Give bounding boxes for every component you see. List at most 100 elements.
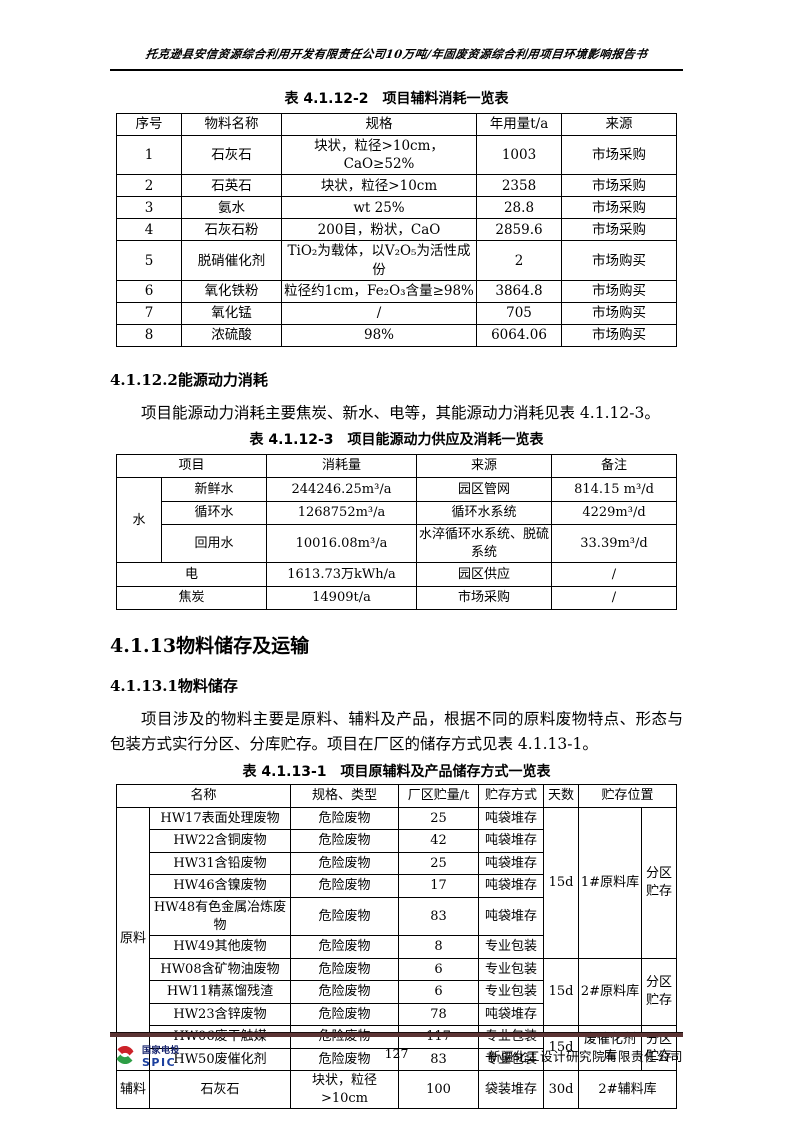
table-cell: 3	[116, 196, 182, 220]
table-cell: HW08含矿物油废物	[148, 957, 292, 982]
table-row: 6 氧化铁粉 粒径约1cm，Fe₂O₃含量≥98% 3864.8 市场购买	[116, 279, 677, 303]
energy-supply-table-title: 表 4.1.12-3 项目能源动力供应及消耗一览表	[249, 431, 544, 448]
table-cell: 705	[476, 301, 562, 325]
table-cell: 市场购买	[561, 301, 677, 325]
table-cell: 7	[116, 301, 182, 325]
footer-company-name: 新疆化工设计研究院有限责任公司	[487, 1049, 683, 1064]
table-cell: 6064.06	[476, 323, 562, 347]
energy-supply-consumption-table: 项目 消耗量 来源 备注水新鲜水 244246.25m³/a 园区管网 814.15 m³/…	[115, 453, 677, 611]
table-cell: 吨袋堆存	[478, 851, 544, 876]
table-cell: HW46含镍废物	[148, 874, 292, 898]
table-cell: 1268752m³/a	[266, 500, 417, 526]
paragraph-storage-intro: 项目涉及的物料主要是原料、辅料及产品，根据不同的原料废物特点、形态与包装方式实行…	[110, 710, 683, 754]
table-cell: HW50废催化剂	[148, 1047, 292, 1072]
table-header-cell: 厂区贮量/t	[398, 784, 479, 808]
table-row: 8 浓硫酸 98% 6064.06 市场购买	[116, 323, 677, 347]
table-cell: 14909t/a	[266, 585, 417, 611]
table-cell: /	[281, 301, 477, 325]
footer-rule	[110, 1032, 683, 1037]
table-cell: 10016.08m³/a	[266, 524, 417, 564]
table-header-cell: 序号	[116, 113, 182, 136]
table-header-cell: 规格	[281, 113, 477, 136]
table-cell: 危险废物	[290, 935, 399, 959]
table-cell: 33.39m³/d	[551, 524, 677, 564]
table-header-cell: 年用量t/a	[476, 113, 562, 136]
table-cell: 25	[398, 806, 479, 831]
table-row: 焦炭 14909t/a 市场采购 /	[115, 585, 677, 611]
table-row: 辅料 石灰石 块状，粒径>10cm 100 袋装堆存 30d 2#辅料库	[115, 1070, 678, 1110]
section-heading-material-storage: 4.1.13.1物料储存	[110, 677, 238, 696]
table-cell: 吨袋堆存	[478, 829, 544, 853]
paragraph-energy-intro: 项目能源动力消耗主要焦炭、新水、电等，其能源动力消耗见表 4.1.12-3。	[141, 403, 660, 422]
table-cell: 4229m³/d	[551, 500, 677, 526]
spic-logo-icon	[112, 1042, 138, 1072]
table-cell: 市场采购	[561, 218, 677, 242]
table-cell: 专业包装	[478, 1047, 544, 1072]
table-cell: 危险废物	[290, 957, 399, 982]
table-cell: 42	[398, 829, 479, 853]
table-header-row: 序号 物料名称 规格 年用量t/a 来源	[116, 113, 677, 136]
table-cell: 78	[398, 1002, 479, 1027]
table-cell: 脱硝催化剂	[181, 240, 282, 281]
table-cell: 块状，粒径>10cm	[281, 174, 477, 198]
table-cell: 袋装堆存	[478, 1070, 544, 1110]
table-cell: 市场购买	[561, 240, 677, 281]
table-cell: 1#原料库	[578, 806, 642, 959]
table-cell: 焦炭	[115, 585, 268, 611]
table-cell: 吨袋堆存	[478, 896, 544, 937]
table-row: HW48有色金属冶炼废物 危险废物 83 吨袋堆存	[116, 896, 676, 937]
table-cell: HW22含铜废物	[148, 829, 292, 853]
logo-text-en: SPIC	[142, 1055, 177, 1069]
table-cell: 辅料	[115, 1070, 150, 1110]
table-cell: 市场采购	[561, 196, 677, 220]
table-cell: HW48有色金属冶炼废物	[148, 896, 292, 937]
table-cell: 园区供应	[416, 562, 552, 587]
table-cell: 市场采购	[561, 134, 677, 176]
table-cell: 回用水	[160, 524, 268, 564]
table-cell: 2#辅料库	[577, 1070, 678, 1110]
table-cell: 危险废物	[290, 896, 399, 937]
section-heading-storage-transport: 4.1.13物料储存及运输	[110, 635, 310, 658]
table-cell: /	[551, 585, 677, 611]
table-cell: 244246.25m³/a	[266, 477, 417, 502]
table-cell: 氧化锰	[181, 301, 282, 325]
spic-logo-text: 国家电投 SPIC	[142, 1045, 181, 1069]
table-row: HW46含镍废物 危险废物 17 吨袋堆存	[116, 874, 676, 898]
table-cell: 循环水系统	[416, 500, 552, 526]
table-row: 3 氨水 wt 25% 28.8 市场采购	[116, 196, 677, 220]
table-header-cell: 贮存位置	[577, 784, 678, 808]
table-cell: 氧化铁粉	[181, 279, 282, 303]
table-row: HW11精蒸馏残渣 危险废物 6 专业包装	[116, 980, 676, 1004]
table-row: 5 脱硝催化剂 TiO₂为载体，以V₂O₅为活性成份 2 市场购买	[116, 240, 677, 281]
table-header-cell: 名称	[115, 784, 292, 808]
table-cell: TiO₂为载体，以V₂O₅为活性成份	[281, 240, 477, 281]
table-cell: 2358	[476, 174, 562, 198]
table-cell: HW31含铅废物	[148, 851, 292, 876]
table-cell: 危险废物	[290, 980, 399, 1004]
logo-text-cn: 国家电投	[142, 1045, 181, 1056]
table-row: 4 石灰石粉 200目，粉状，CaO 2859.6 市场采购	[116, 218, 677, 242]
table-cell: 石灰石	[148, 1070, 292, 1110]
table-cell: 市场购买	[561, 279, 677, 303]
table-cell: 危险废物	[290, 829, 399, 853]
table-cell: 吨袋堆存	[478, 1002, 544, 1027]
table-row: 7 氧化锰/705 市场购买	[116, 301, 677, 325]
spic-logo: 国家电投 SPIC	[112, 1042, 180, 1072]
table-row: HW22含铜废物 危险废物 42 吨袋堆存	[116, 829, 676, 853]
table-cell: HW11精蒸馏残渣	[148, 980, 292, 1004]
table-cell: 专业包装	[478, 935, 544, 959]
table-row: HW31含铅废物 危险废物 25 吨袋堆存	[116, 851, 676, 876]
table-header-cell: 规格、类型	[290, 784, 399, 808]
table-cell: 分区贮存	[640, 806, 678, 959]
table-header-row: 名称 规格、类型 厂区贮量/t 贮存方式 天数 贮存位置	[115, 784, 678, 808]
table-cell: 石灰石粉	[181, 218, 282, 242]
table-cell: 新鲜水	[160, 477, 268, 502]
table-cell: 1003	[476, 134, 562, 176]
table-cell: 6	[116, 279, 182, 303]
table-cell: 5	[116, 240, 182, 281]
table-cell: 25	[398, 851, 479, 876]
section-heading-energy: 4.1.12.2能源动力消耗	[110, 370, 268, 389]
table-row: 回用水 10016.08m³/a 水淬循环水系统、脱硫系统 33.39m³/d	[116, 524, 677, 564]
table-cell: 100	[398, 1070, 479, 1110]
table-header-cell: 消耗量	[266, 453, 417, 479]
